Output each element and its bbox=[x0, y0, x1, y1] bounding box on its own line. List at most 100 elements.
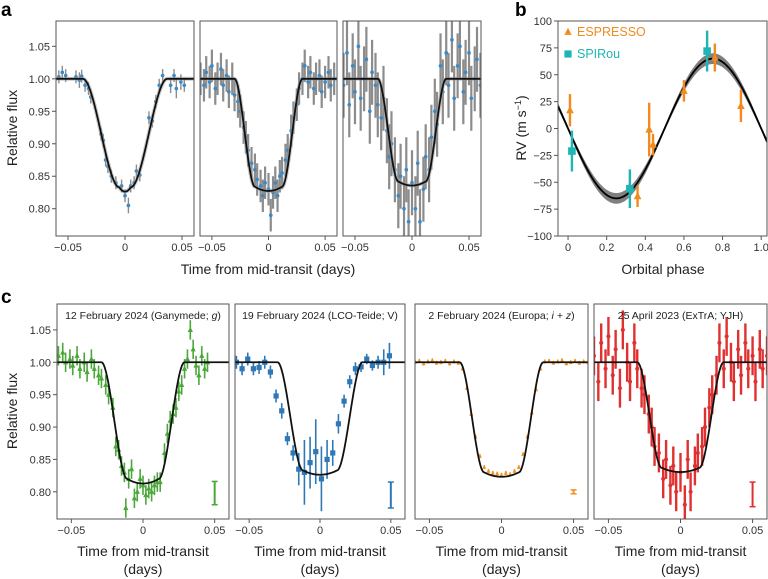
data-point bbox=[277, 174, 282, 179]
data-point bbox=[478, 83, 481, 88]
legend-label-spirou: SPIRou bbox=[577, 47, 620, 61]
data-point-square bbox=[245, 356, 251, 362]
data-point-triangle bbox=[146, 485, 152, 491]
data-point bbox=[347, 102, 352, 107]
data-point bbox=[404, 167, 409, 172]
data-point bbox=[469, 96, 474, 101]
data-point-square bbox=[273, 393, 279, 399]
data-point-triangle bbox=[123, 504, 129, 511]
subplot-title: 25 April 2023 (ExTrA; YJH) bbox=[618, 310, 743, 322]
data-point bbox=[452, 96, 457, 101]
data-point bbox=[753, 379, 758, 384]
data-point bbox=[656, 450, 661, 456]
data-point bbox=[635, 366, 640, 371]
data-point-triangle bbox=[157, 478, 163, 485]
plot-area bbox=[415, 357, 588, 495]
data-point bbox=[736, 347, 741, 352]
panel-b-xlabel: Orbital phase bbox=[621, 261, 704, 277]
data-point-square bbox=[330, 450, 336, 456]
data-point bbox=[603, 366, 608, 371]
data-point-triangle bbox=[140, 482, 146, 488]
panel-b-ylabel: RV (m s−1) bbox=[513, 95, 529, 160]
data-point bbox=[323, 80, 327, 84]
data-point-triangle bbox=[95, 372, 102, 378]
x-tick-label: 0.05 bbox=[171, 242, 192, 254]
data-point bbox=[174, 86, 179, 91]
panel-a-subplot-1: −0.05 0 0.05 1.05 1.00 0.95 0.90 0.85 0.80 bbox=[29, 20, 195, 254]
data-point-triangle bbox=[566, 105, 574, 114]
data-point bbox=[446, 83, 451, 88]
data-point bbox=[731, 379, 736, 384]
x-tick-label: −0.05 bbox=[198, 242, 226, 254]
y-tick-label: 0.85 bbox=[30, 454, 51, 466]
data-point-triangle bbox=[711, 53, 719, 61]
data-point-square bbox=[703, 47, 711, 55]
data-point-square bbox=[324, 456, 330, 463]
data-point bbox=[415, 161, 420, 166]
transit-model-line bbox=[415, 361, 588, 478]
data-point bbox=[255, 177, 260, 182]
data-point-triangle bbox=[74, 352, 80, 358]
panel-c-xlabel-line2: (days) bbox=[124, 561, 163, 577]
data-point-triangle bbox=[143, 491, 149, 498]
data-point-square bbox=[369, 362, 376, 369]
data-point-triangle bbox=[134, 488, 140, 494]
y-tick-label: 1.00 bbox=[30, 357, 51, 369]
data-point-triangle bbox=[516, 464, 521, 469]
data-point bbox=[204, 70, 209, 75]
subplot-title-text: 25 April 2023 (ExTrA; YJH) bbox=[618, 310, 743, 322]
panel-c-xlabel-line1: Time from mid-transit bbox=[77, 543, 209, 559]
data-point bbox=[396, 193, 401, 198]
x-tick-label: 0 bbox=[122, 242, 128, 254]
data-point bbox=[182, 83, 187, 88]
y-tick-label: 25 bbox=[540, 97, 552, 109]
data-point-triangle bbox=[128, 465, 135, 472]
data-point bbox=[375, 102, 380, 107]
data-point-square bbox=[284, 436, 291, 442]
data-point-square bbox=[564, 50, 572, 58]
data-point-square bbox=[307, 460, 313, 466]
data-point bbox=[721, 366, 726, 371]
data-point-square bbox=[358, 364, 364, 370]
data-point bbox=[202, 83, 206, 88]
data-point bbox=[432, 109, 437, 114]
data-point bbox=[455, 63, 460, 68]
data-point bbox=[126, 203, 131, 208]
data-point bbox=[253, 167, 257, 172]
data-point bbox=[280, 171, 284, 175]
x-tick-label: 0.05 bbox=[742, 525, 763, 537]
subplot-title-text: 19 February 2024 (LCO-Teide; V) bbox=[242, 310, 398, 322]
data-point bbox=[308, 70, 313, 75]
x-tick-label: 0 bbox=[317, 525, 323, 537]
data-point bbox=[275, 193, 280, 198]
panel-c-xlabel-line1: Time from mid-transit bbox=[436, 543, 568, 559]
data-point bbox=[617, 386, 623, 391]
data-point bbox=[423, 154, 428, 159]
y-tick-label: −100 bbox=[527, 231, 552, 243]
data-point-triangle bbox=[645, 125, 653, 133]
data-point bbox=[707, 405, 712, 410]
data-point-triangle bbox=[649, 140, 657, 148]
data-point-triangle bbox=[67, 355, 73, 362]
data-point bbox=[364, 57, 369, 62]
data-point bbox=[692, 463, 697, 468]
data-point bbox=[398, 174, 403, 179]
y-tick-label: 0.80 bbox=[30, 487, 51, 499]
data-point bbox=[632, 340, 637, 345]
plot-area bbox=[200, 49, 337, 232]
y-tick-label: 0.80 bbox=[29, 204, 50, 216]
x-tick-label: 0.05 bbox=[204, 525, 225, 537]
data-point bbox=[606, 334, 611, 339]
data-point bbox=[370, 70, 374, 75]
data-point bbox=[717, 340, 722, 345]
panel-c-xlabel-line2: (days) bbox=[301, 561, 340, 577]
data-point-triangle bbox=[103, 381, 109, 388]
data-point-triangle bbox=[495, 471, 500, 476]
data-point bbox=[319, 89, 324, 94]
data-point bbox=[418, 219, 422, 224]
data-point bbox=[356, 44, 361, 49]
data-point bbox=[596, 379, 601, 384]
x-tick-label: 0.05 bbox=[458, 242, 479, 254]
data-point bbox=[350, 63, 355, 68]
data-point bbox=[458, 44, 462, 49]
